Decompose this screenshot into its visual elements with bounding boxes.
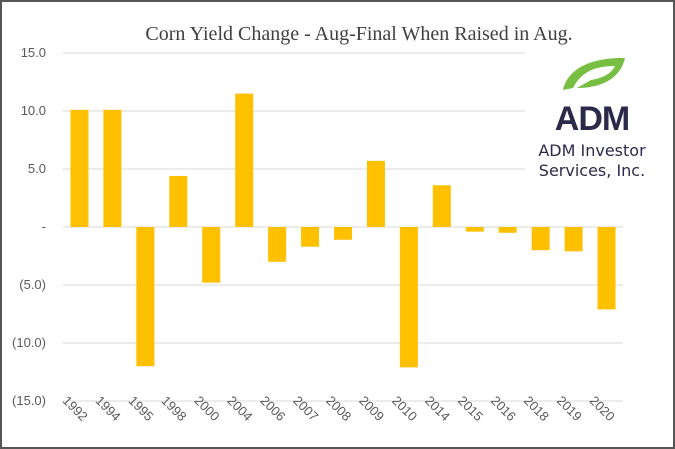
y-tick-label: (10.0) xyxy=(12,335,46,350)
y-tick-label: - xyxy=(42,219,46,234)
bar-2018 xyxy=(531,227,550,251)
y-tick-label: 10.0 xyxy=(21,103,46,118)
x-tick-label: 2014 xyxy=(422,393,453,424)
x-tick-label: 2004 xyxy=(224,393,255,424)
bar-2015 xyxy=(465,227,484,232)
y-tick-label: (15.0) xyxy=(12,393,46,408)
x-tick-label: 2018 xyxy=(521,393,552,424)
bar-2006 xyxy=(268,227,287,262)
x-tick-label: 2015 xyxy=(455,393,486,424)
x-tick-label: 2020 xyxy=(587,393,618,424)
bar-2014 xyxy=(432,185,451,227)
x-tick-label: 1998 xyxy=(159,393,190,424)
y-tick-label: (5.0) xyxy=(19,277,46,292)
x-tick-label: 2019 xyxy=(554,393,585,424)
logo-line2: Services, Inc. xyxy=(538,161,646,180)
x-tick-label: 2016 xyxy=(488,393,519,424)
bar-1998 xyxy=(169,175,188,227)
x-tick-label: 1995 xyxy=(126,393,157,424)
logo-brand: ADM xyxy=(554,100,630,138)
x-tick-label: 2006 xyxy=(257,393,288,424)
bar-1994 xyxy=(103,109,122,227)
x-tick-label: 2007 xyxy=(290,393,321,424)
bar-2000 xyxy=(202,227,221,283)
bar-2007 xyxy=(301,227,320,247)
x-tick-label: 1992 xyxy=(60,393,91,424)
x-tick-label: 2010 xyxy=(389,393,420,424)
bar-2008 xyxy=(334,227,352,240)
y-tick-label: 5.0 xyxy=(28,161,46,176)
chart-title: Corn Yield Change - Aug-Final When Raise… xyxy=(145,23,572,45)
bar-2016 xyxy=(498,227,517,233)
leaf-icon xyxy=(563,58,625,90)
bar-2020 xyxy=(597,227,616,310)
bar-1992 xyxy=(70,109,89,227)
x-tick-label: 2000 xyxy=(191,393,222,424)
bar-2010 xyxy=(399,227,418,368)
bar-1995 xyxy=(136,227,155,367)
bar-2004 xyxy=(235,93,254,227)
logo-line1: ADM Investor xyxy=(538,141,646,160)
adm-logo: ADM ADM Investor Services, Inc. xyxy=(525,52,659,184)
x-tick-label: 1994 xyxy=(93,393,124,424)
bar-2009 xyxy=(366,160,385,227)
bar-2019 xyxy=(564,227,583,252)
x-tick-label: 2009 xyxy=(356,393,387,424)
x-tick-label: 2008 xyxy=(323,393,354,424)
y-tick-label: 15.0 xyxy=(21,45,46,60)
